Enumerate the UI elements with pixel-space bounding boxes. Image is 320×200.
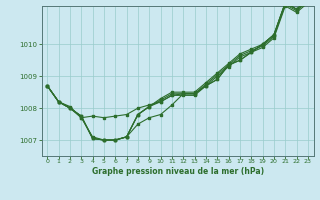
X-axis label: Graphe pression niveau de la mer (hPa): Graphe pression niveau de la mer (hPa) <box>92 167 264 176</box>
